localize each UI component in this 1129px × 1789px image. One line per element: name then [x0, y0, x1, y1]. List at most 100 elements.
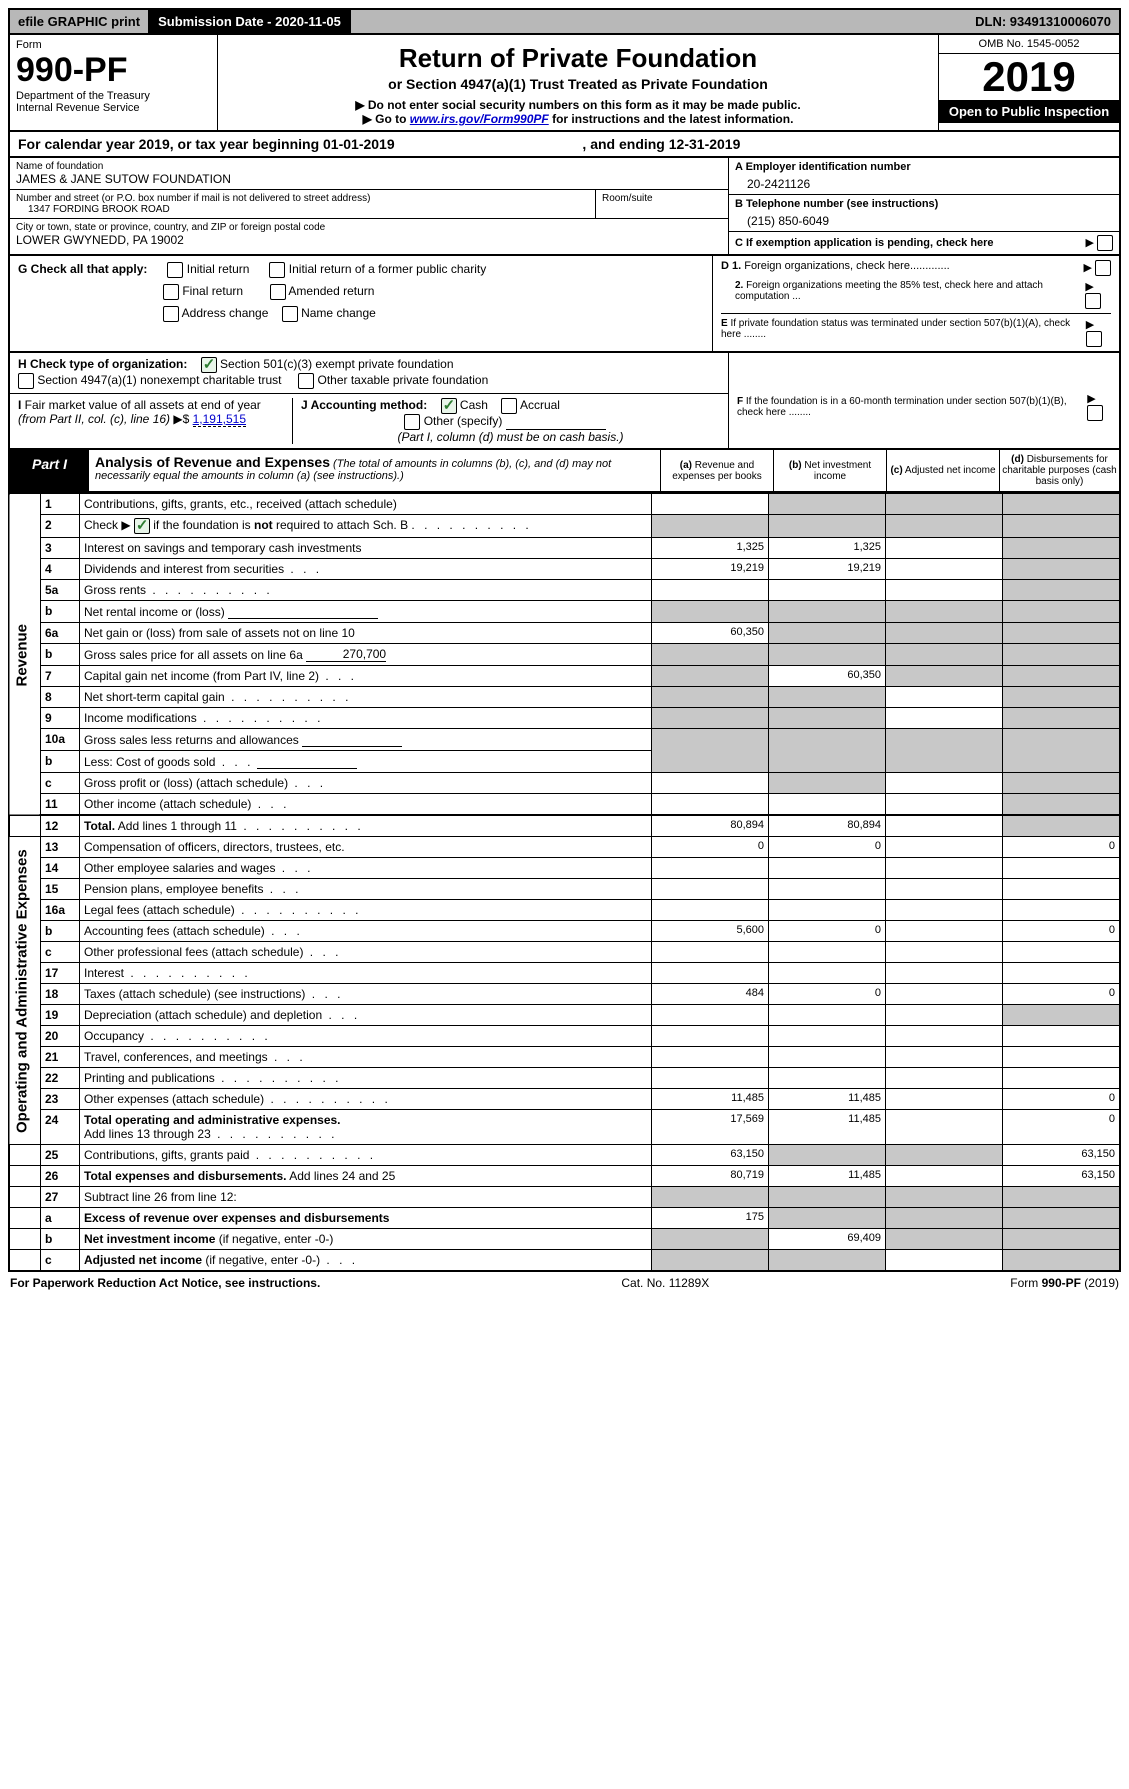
h2-label: Section 4947(a)(1) nonexempt charitable …	[37, 373, 281, 387]
amount-cell: 80,894	[652, 815, 769, 837]
j-cash-checkbox[interactable]	[441, 398, 457, 414]
check-section-hijf: H Check type of organization: Section 50…	[8, 353, 1121, 450]
g-initial-former-checkbox[interactable]	[269, 262, 285, 278]
amount-cell: 0	[1003, 921, 1121, 942]
line-num: 22	[41, 1068, 80, 1089]
fmv-value[interactable]: 1,191,515	[193, 412, 246, 427]
amount-cell: 19,219	[769, 559, 886, 580]
g-final-checkbox[interactable]	[163, 284, 179, 300]
foundation-name: JAMES & JANE SUTOW FOUNDATION	[16, 172, 722, 186]
line-desc: Subtract line 26 from line 12:	[80, 1187, 652, 1208]
table-row: 23 Other expenses (attach schedule) 11,4…	[9, 1089, 1120, 1110]
table-row: 15 Pension plans, employee benefits	[9, 879, 1120, 900]
col-b-header: (b) Net investment income	[773, 450, 886, 491]
top-bar: efile GRAPHIC print Submission Date - 20…	[8, 8, 1121, 35]
city-cell: City or town, state or province, country…	[10, 219, 728, 250]
line-desc: Travel, conferences, and meetings	[80, 1047, 652, 1068]
line-num: 20	[41, 1026, 80, 1047]
line-num: b	[41, 601, 80, 623]
j-other-checkbox[interactable]	[404, 414, 420, 430]
phone-label: B Telephone number (see instructions)	[735, 198, 1113, 210]
amount-cell: 1,325	[769, 538, 886, 559]
amount-cell: 60,350	[769, 666, 886, 687]
h-other-checkbox[interactable]	[298, 373, 314, 389]
line-num: 1	[41, 494, 80, 515]
part1-table: Revenue 1 Contributions, gifts, grants, …	[8, 493, 1121, 1272]
table-row: 8 Net short-term capital gain	[9, 687, 1120, 708]
amount-cell: 17,569	[652, 1110, 769, 1145]
dept-label: Department of the Treasury	[16, 90, 211, 102]
line-num: 18	[41, 984, 80, 1005]
footer-right: Form 990-PF (2019)	[1010, 1276, 1119, 1290]
j1-label: Cash	[460, 398, 488, 412]
d2-checkbox[interactable]	[1085, 293, 1101, 309]
line-desc: Compensation of officers, directors, tru…	[80, 837, 652, 858]
amount-cell: 0	[769, 837, 886, 858]
g4-label: Amended return	[288, 284, 374, 298]
line-desc: Occupancy	[80, 1026, 652, 1047]
c-checkbox[interactable]	[1097, 235, 1113, 251]
part1-label: Part I	[10, 450, 89, 491]
amount-cell: 11,485	[769, 1089, 886, 1110]
table-row: 9 Income modifications	[9, 708, 1120, 729]
table-row: a Excess of revenue over expenses and di…	[9, 1208, 1120, 1229]
d1-checkbox[interactable]	[1095, 260, 1111, 276]
e-checkbox[interactable]	[1086, 331, 1102, 347]
line-desc: Other expenses (attach schedule)	[80, 1089, 652, 1110]
g2-label: Initial return of a former public charit…	[289, 262, 486, 276]
table-row: 27 Subtract line 26 from line 12:	[9, 1187, 1120, 1208]
g1-label: Initial return	[187, 262, 250, 276]
d1-row: D 1. D 1. Foreign organizations, check h…	[721, 260, 1111, 276]
line-num: c	[41, 1250, 80, 1272]
h-4947-checkbox[interactable]	[18, 373, 34, 389]
amount-cell: 11,485	[769, 1166, 886, 1187]
line-desc: Gross sales less returns and allowances	[80, 729, 652, 751]
part1-header: Part I Analysis of Revenue and Expenses …	[8, 450, 1121, 493]
cal-end: 12-31-2019	[669, 136, 741, 152]
table-row: 20 Occupancy	[9, 1026, 1120, 1047]
line-desc: Other employee salaries and wages	[80, 858, 652, 879]
g-name-checkbox[interactable]	[282, 306, 298, 322]
line-num: b	[41, 751, 80, 773]
table-row: Operating and Administrative Expenses 13…	[9, 837, 1120, 858]
line-num: 3	[41, 538, 80, 559]
g-amended-checkbox[interactable]	[270, 284, 286, 300]
line-desc: Other professional fees (attach schedule…	[80, 942, 652, 963]
line-desc: Capital gain net income (from Part IV, l…	[80, 666, 652, 687]
g-label: G Check all that apply:	[18, 262, 147, 276]
table-row: 19 Depreciation (attach schedule) and de…	[9, 1005, 1120, 1026]
table-row: 6a Net gain or (loss) from sale of asset…	[9, 623, 1120, 644]
col-a-header: (a) Revenue and expenses per books	[660, 450, 773, 491]
g-address-checkbox[interactable]	[163, 306, 179, 322]
amount-cell: 11,485	[769, 1110, 886, 1145]
page-footer: For Paperwork Reduction Act Notice, see …	[8, 1272, 1121, 1294]
addr-label: Number and street (or P.O. box number if…	[16, 193, 589, 204]
schb-checkbox[interactable]	[134, 518, 150, 534]
irs-link[interactable]: www.irs.gov/Form990PF	[410, 112, 549, 126]
line-desc: Gross rents	[80, 580, 652, 601]
col-d-header: (d) Disbursements for charitable purpose…	[999, 450, 1119, 491]
f-checkbox[interactable]	[1087, 405, 1103, 421]
line-num: 2	[41, 515, 80, 538]
line-num: 4	[41, 559, 80, 580]
line-desc: Total operating and administrative expen…	[80, 1110, 652, 1145]
entity-info: Name of foundation JAMES & JANE SUTOW FO…	[8, 158, 1121, 256]
g-initial-checkbox[interactable]	[167, 262, 183, 278]
address-row: Number and street (or P.O. box number if…	[10, 190, 728, 219]
g5-label: Address change	[182, 306, 269, 320]
line-num: 25	[41, 1145, 80, 1166]
g6-label: Name change	[301, 306, 376, 320]
phone-cell: B Telephone number (see instructions) (2…	[729, 195, 1119, 232]
h-501c3-checkbox[interactable]	[201, 357, 217, 373]
j-note: (Part I, column (d) must be on cash basi…	[301, 430, 720, 444]
c-label: C If exemption application is pending, c…	[735, 237, 994, 249]
j-accrual-checkbox[interactable]	[501, 398, 517, 414]
table-row: 3 Interest on savings and temporary cash…	[9, 538, 1120, 559]
instr2-pre: ▶ Go to	[363, 112, 410, 126]
table-row: c Gross profit or (loss) (attach schedul…	[9, 773, 1120, 794]
table-row: 5a Gross rents	[9, 580, 1120, 601]
top-spacer	[351, 10, 967, 33]
foundation-name-cell: Name of foundation JAMES & JANE SUTOW FO…	[10, 158, 728, 190]
header-right: OMB No. 1545-0052 2019 Open to Public In…	[938, 35, 1119, 130]
h1-label: Section 501(c)(3) exempt private foundat…	[220, 357, 453, 371]
